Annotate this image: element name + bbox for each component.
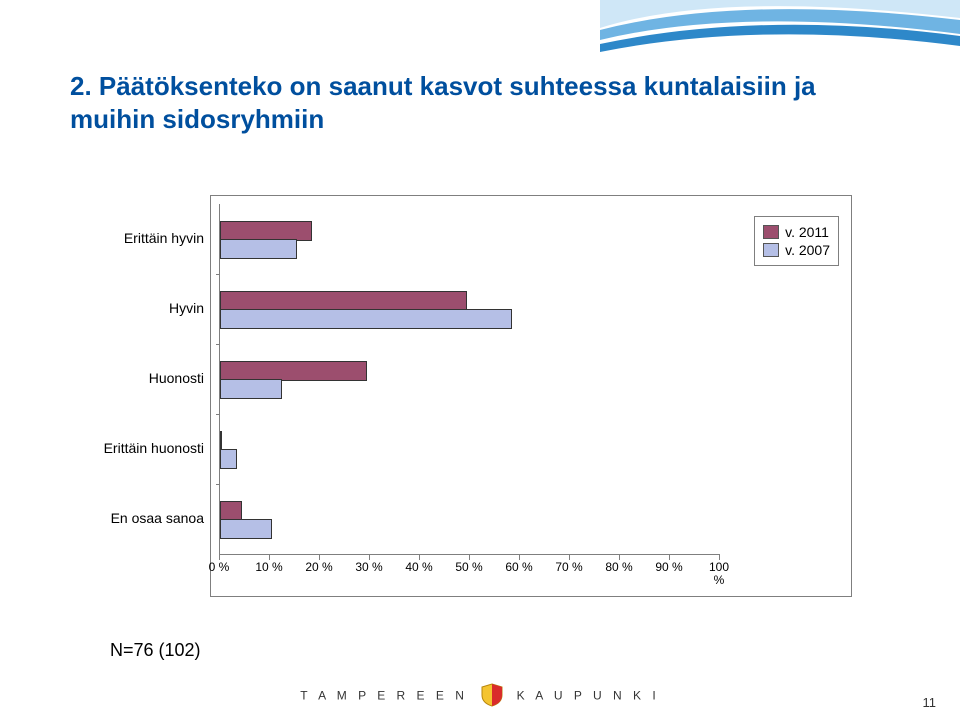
x-axis-tick: 100% (709, 561, 729, 587)
page-title: 2. Päätöksenteko on saanut kasvot suhtee… (70, 70, 890, 135)
chart-x-axis: 0 %10 %20 %30 %40 %50 %60 %70 %80 %90 %1… (219, 561, 731, 591)
chart-bar (220, 291, 467, 311)
x-axis-tick: 70 % (555, 561, 582, 574)
chart-category-label: Erittäin huonosti (64, 440, 204, 456)
footer-logo-icon (481, 683, 503, 710)
chart-category-labels: Erittäin hyvin Hyvin Huonosti Erittäin huon… (60, 195, 210, 595)
x-axis-tick: 30 % (355, 561, 382, 574)
chart-bar (220, 431, 222, 451)
legend-swatch-icon (763, 225, 779, 239)
x-axis-tick: 60 % (505, 561, 532, 574)
x-axis-tick: 40 % (405, 561, 432, 574)
chart-legend: v. 2011 v. 2007 (754, 216, 839, 266)
chart-bar (220, 361, 367, 381)
chart-bar (220, 221, 312, 241)
x-axis-tick: 80 % (605, 561, 632, 574)
footer: T A M P E R E E N K A U P U N K I (0, 683, 960, 710)
chart-frame: v. 2011 v. 2007 0 % 10 % 20 % 30 % 40 % 50 % 6… (210, 195, 852, 597)
legend-item: v. 2011 (763, 223, 830, 241)
chart-category-label: Erittäin hyvin (64, 230, 204, 246)
chart-bar (220, 501, 242, 521)
x-axis-tick: 90 % (655, 561, 682, 574)
x-axis-tick: 10 % (255, 561, 282, 574)
chart-plot-area (219, 204, 720, 555)
chart-bar (220, 519, 272, 539)
chart-category-label: En osaa sanoa (64, 510, 204, 526)
chart-bar (220, 449, 237, 469)
footer-org-left: T A M P E R E E N (300, 689, 468, 703)
chart-category-label: Huonosti (64, 370, 204, 386)
chart-bar (220, 379, 282, 399)
footer-org-right: K A U P U N K I (517, 689, 660, 703)
chart-category-label: Hyvin (64, 300, 204, 316)
chart-bar (220, 239, 297, 259)
legend-label: v. 2007 (785, 241, 830, 259)
header-decoration (600, 0, 960, 60)
x-axis-tick: 50 % (455, 561, 482, 574)
legend-label: v. 2011 (785, 223, 829, 241)
x-axis-tick: 20 % (305, 561, 332, 574)
page-number: 11 (923, 695, 937, 710)
legend-swatch-icon (763, 243, 779, 257)
x-axis-tick: 0 % (209, 561, 230, 574)
chart-bar (220, 309, 512, 329)
legend-item: v. 2007 (763, 241, 830, 259)
sample-size-label: N=76 (102) (110, 640, 201, 661)
